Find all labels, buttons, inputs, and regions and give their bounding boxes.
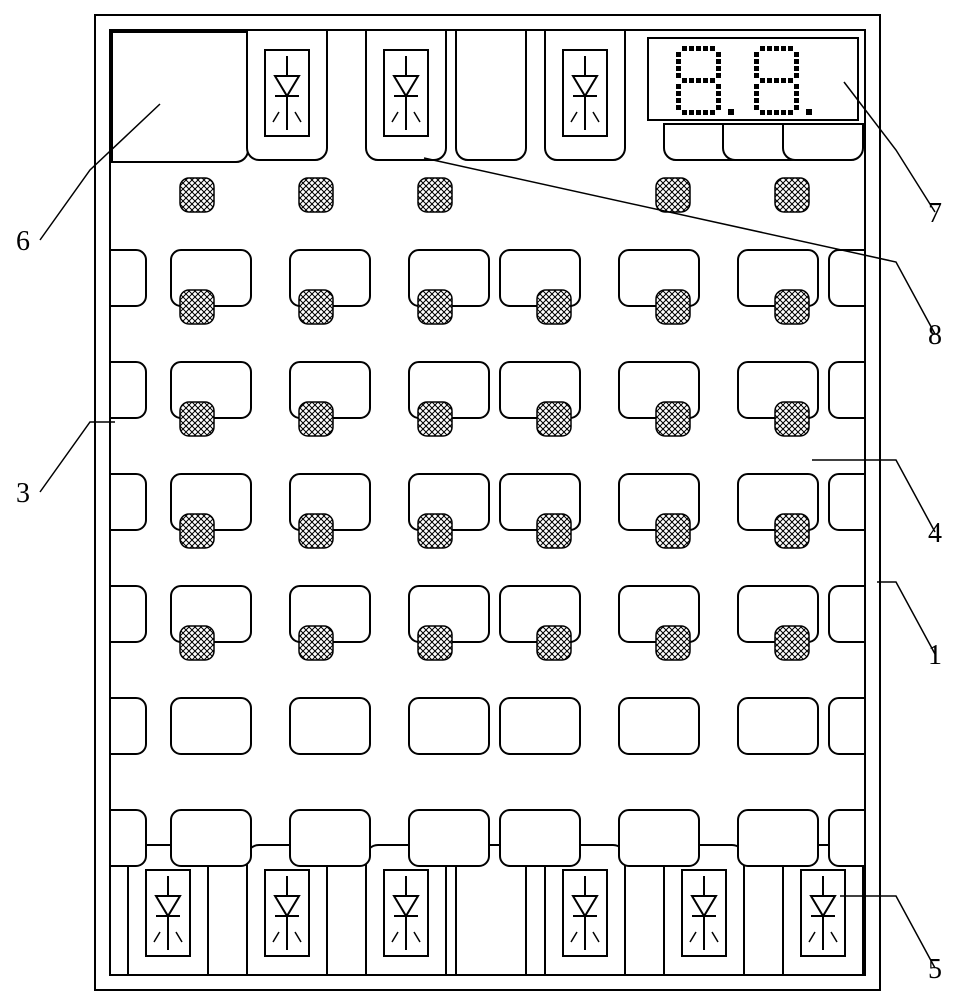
hatched-dot: [180, 626, 214, 660]
hatched-dot: [775, 402, 809, 436]
hatched-dot: [180, 178, 214, 212]
hatched-dot: [537, 402, 571, 436]
grid-half-cell-right: [829, 810, 865, 866]
led-icon: [682, 870, 726, 956]
callout-number: 8: [928, 320, 942, 351]
grid-cell: [619, 810, 699, 866]
grid-half-cell-left: [110, 362, 146, 418]
callout-number: 7: [928, 198, 942, 229]
hatched-dot: [537, 290, 571, 324]
hatched-dot: [418, 290, 452, 324]
hatched-dot: [418, 514, 452, 548]
led-icon: [563, 50, 607, 136]
hatched-dot: [299, 178, 333, 212]
grid-half-cell-left: [110, 474, 146, 530]
grid-half-cell-left: [110, 250, 146, 306]
hatched-dot: [775, 514, 809, 548]
led-icon: [146, 870, 190, 956]
grid-half-cell-right: [829, 362, 865, 418]
hatched-dot: [299, 402, 333, 436]
grid-cell: [619, 698, 699, 754]
hatched-dot: [656, 178, 690, 212]
hatched-dot: [299, 290, 333, 324]
hatched-dot: [418, 626, 452, 660]
callout-number: 1: [928, 640, 942, 671]
top-tab: [456, 30, 526, 160]
hatched-dot: [537, 514, 571, 548]
led-icon: [384, 50, 428, 136]
grid-half-cell-right: [829, 586, 865, 642]
grid-half-cell-right: [829, 250, 865, 306]
grid-cell: [409, 810, 489, 866]
grid-cell: [171, 698, 251, 754]
hatched-dot: [180, 514, 214, 548]
grid-cell: [738, 698, 818, 754]
hatched-dot: [180, 402, 214, 436]
grid-half-cell-left: [110, 698, 146, 754]
grid-half-cell-right: [829, 474, 865, 530]
grid-half-cell-left: [110, 810, 146, 866]
grid-half-cell-right: [829, 698, 865, 754]
diagram-svg: 8.8. 6 3 7 8 4 1 5: [0, 0, 961, 1000]
hatched-dot: [775, 626, 809, 660]
callout-number: 5: [928, 954, 942, 985]
grid-cell: [171, 810, 251, 866]
hatched-dot: [180, 290, 214, 324]
callout-number: 3: [16, 478, 30, 509]
grid-cell: [290, 810, 370, 866]
led-icon: [384, 870, 428, 956]
grid-cell: [738, 810, 818, 866]
led-icon: [265, 50, 309, 136]
display-layer: 8.8.: [648, 37, 858, 120]
hatched-dot: [656, 626, 690, 660]
hatched-dot: [418, 402, 452, 436]
diagram-canvas: 8.8. 6 3 7 8 4 1 5: [0, 0, 961, 1000]
hatched-dot: [299, 514, 333, 548]
hatched-dot: [537, 626, 571, 660]
hatched-dot: [775, 178, 809, 212]
hatched-dot: [656, 290, 690, 324]
callout-leader: [877, 582, 935, 654]
hatched-dot: [656, 514, 690, 548]
callout-number: 4: [928, 518, 942, 549]
hatched-dot: [656, 402, 690, 436]
hatched-dot: [418, 178, 452, 212]
top-corner-block: [112, 32, 248, 162]
led-icon: [801, 870, 845, 956]
grid-cell: [290, 698, 370, 754]
grid-cell: [500, 810, 580, 866]
hatched-dot: [299, 626, 333, 660]
grid-cell: [409, 698, 489, 754]
grid-cell: [500, 698, 580, 754]
grid-half-cell-left: [110, 586, 146, 642]
hatched-dot: [775, 290, 809, 324]
callout-number: 6: [16, 226, 30, 257]
led-icon: [265, 870, 309, 956]
led-icon: [563, 870, 607, 956]
top-tab: [783, 124, 863, 160]
